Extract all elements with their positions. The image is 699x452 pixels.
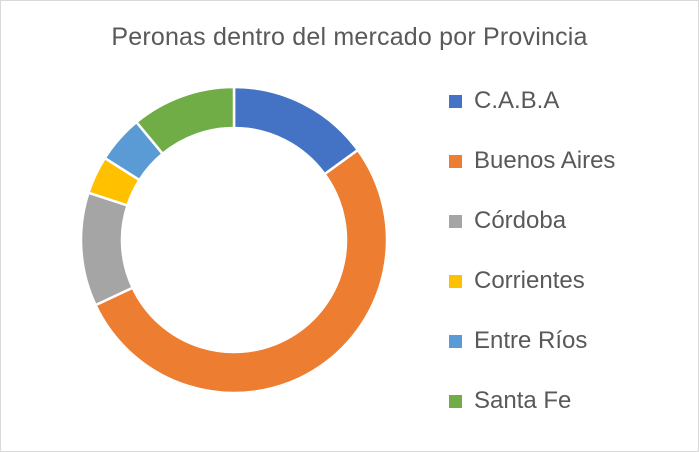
legend-swatch [449, 274, 462, 288]
legend-swatch [449, 94, 462, 108]
legend-item: Corrientes [449, 251, 615, 311]
legend-item: Córdoba [449, 191, 615, 251]
legend-item: Buenos Aires [449, 131, 615, 191]
donut-slice-c-a-b-a [232, 85, 360, 176]
chart-title: Peronas dentro del mercado por Provincia [111, 23, 588, 51]
legend-label: Corrientes [474, 267, 585, 294]
legend-item: Santa Fe [449, 371, 615, 431]
legend-label: Buenos Aires [474, 147, 616, 174]
donut-slice-c-rdoba [79, 191, 135, 307]
legend-label: Córdoba [474, 207, 567, 234]
legend-swatch [449, 154, 462, 168]
legend-item: Entre Ríos [449, 311, 615, 371]
legend-swatch [449, 214, 462, 228]
legend-swatch [449, 334, 462, 348]
donut-slice-santa-fe [134, 85, 236, 156]
donut-slice-buenos-aires [93, 148, 389, 395]
legend-label: C.A.B.A [474, 87, 560, 114]
legend-label: Santa Fe [474, 387, 572, 414]
legend-label: Entre Ríos [474, 327, 588, 354]
chart-legend: C.A.B.A Buenos Aires Córdoba Corrientes Entr… [449, 71, 615, 431]
legend-item: C.A.B.A [449, 71, 615, 131]
legend-swatch [449, 394, 462, 408]
